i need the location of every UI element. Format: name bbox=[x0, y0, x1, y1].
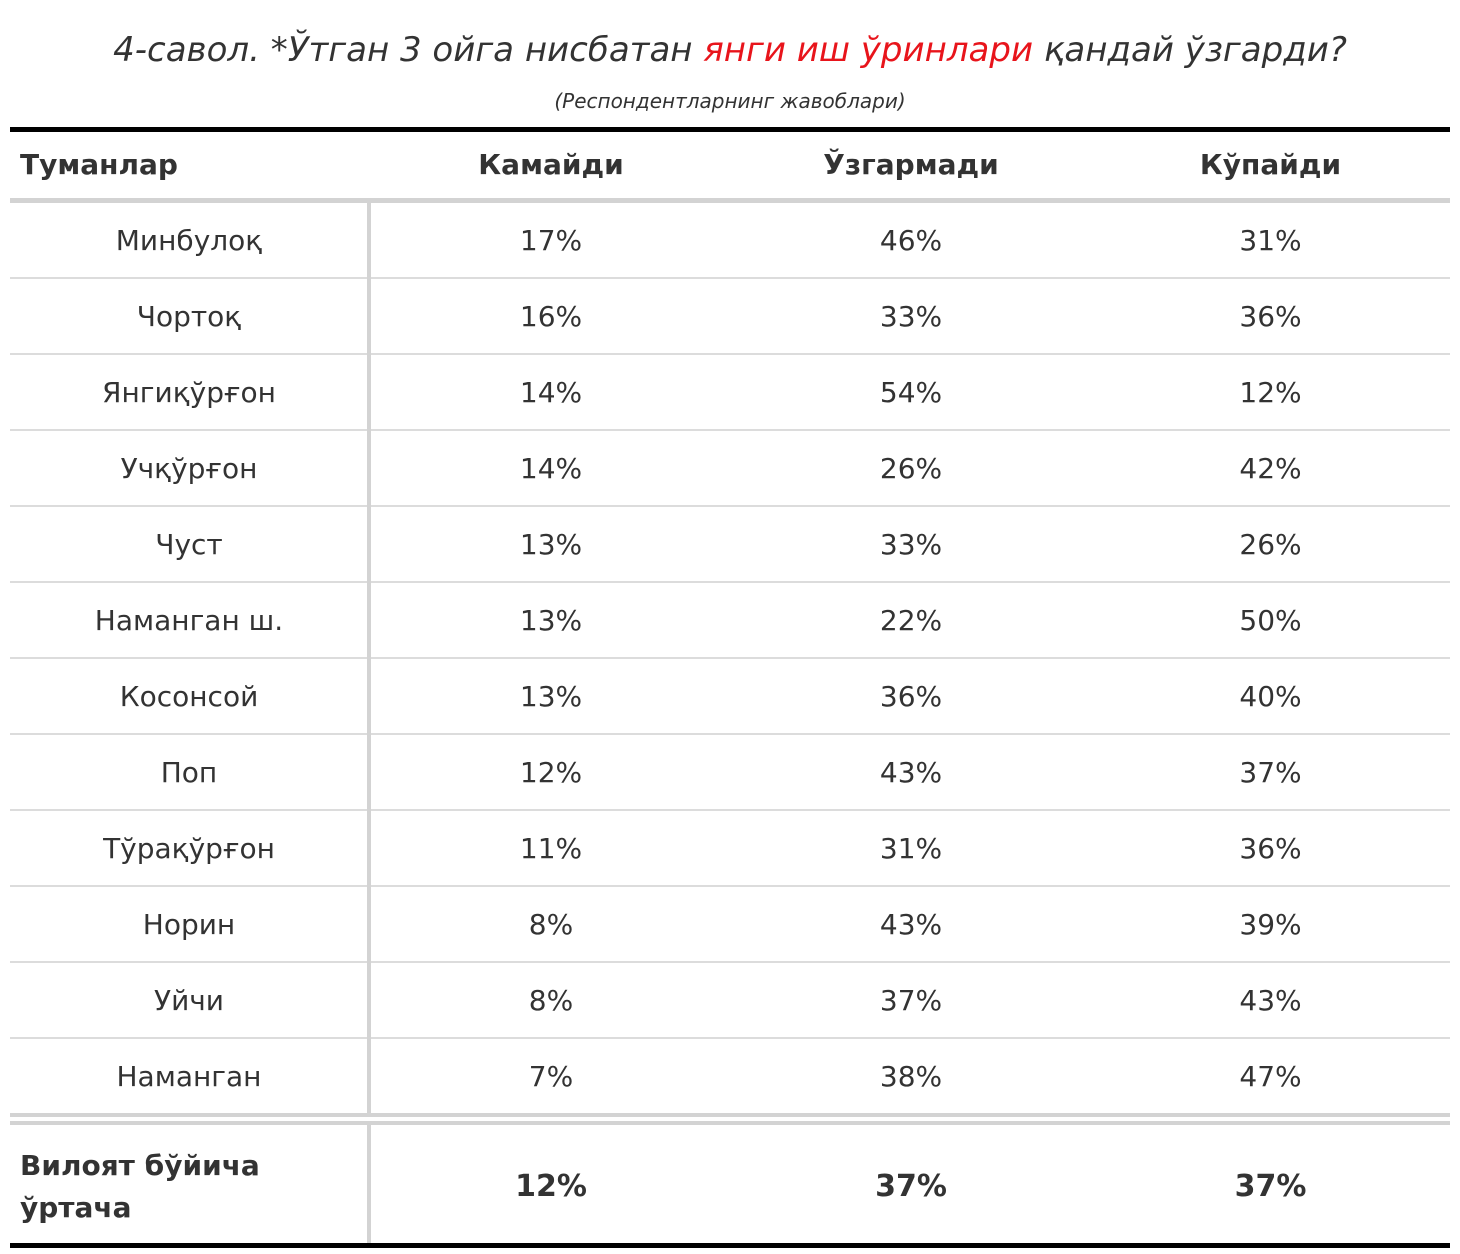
decreased-cell: 14% bbox=[519, 452, 583, 485]
total-unchanged-cell: 37% bbox=[875, 1169, 947, 1204]
table-row: Косонсой 13% 36% 40% bbox=[10, 659, 1450, 735]
decreased-cell: 14% bbox=[519, 376, 583, 409]
district-cell: Норин bbox=[142, 908, 236, 941]
column-header-decreased: Камайди bbox=[478, 148, 624, 181]
table-row: Чуст 13% 33% 26% bbox=[10, 507, 1450, 583]
table-row: Минбулоқ 17% 46% 31% bbox=[10, 203, 1450, 279]
increased-cell: 31% bbox=[1239, 224, 1302, 257]
table-row: Учқўрғон 14% 26% 42% bbox=[10, 431, 1450, 507]
table-bottom-rule bbox=[10, 1243, 1450, 1248]
district-cell: Наманган ш. bbox=[94, 604, 284, 637]
decreased-cell: 13% bbox=[519, 528, 583, 561]
chart-subtitle: (Респондентларнинг жавоблари) bbox=[554, 89, 906, 113]
row-divider bbox=[10, 505, 1450, 507]
chart-title: 4-савол. *Ўтган 3 ойга нисбатан янги иш … bbox=[0, 26, 1460, 74]
total-increased-cell: 37% bbox=[1234, 1169, 1307, 1204]
total-row-label: Вилоят бўйича ўртача bbox=[20, 1149, 260, 1224]
table-row: Янгиқўрғон 14% 54% 12% bbox=[10, 355, 1450, 431]
unchanged-cell: 37% bbox=[879, 984, 943, 1017]
column-divider-body bbox=[367, 203, 371, 1113]
increased-cell: 26% bbox=[1239, 528, 1302, 561]
district-cell: Учқўрғон bbox=[120, 452, 258, 485]
table-header-row: Туманлар Камайди Ўзгармади Кўпайди bbox=[10, 132, 1450, 198]
increased-cell: 50% bbox=[1239, 604, 1302, 637]
district-cell: Поп bbox=[160, 756, 218, 789]
row-divider bbox=[10, 809, 1450, 811]
row-divider bbox=[10, 657, 1450, 659]
row-divider bbox=[10, 353, 1450, 355]
increased-cell: 40% bbox=[1239, 680, 1302, 713]
district-cell: Чортоқ bbox=[136, 300, 242, 333]
increased-cell: 36% bbox=[1239, 300, 1302, 333]
table-row: Поп 12% 43% 37% bbox=[10, 735, 1450, 811]
column-header-increased: Кўпайди bbox=[1199, 148, 1342, 181]
table-row: Тўрақўрғон 11% 31% 36% bbox=[10, 811, 1450, 887]
unchanged-cell: 26% bbox=[879, 452, 943, 485]
unchanged-cell: 46% bbox=[879, 224, 943, 257]
title-suffix: қандай ўзгарди? bbox=[1033, 30, 1347, 70]
row-divider bbox=[10, 961, 1450, 963]
district-cell: Чуст bbox=[155, 528, 223, 561]
table-row: Уйчи 8% 37% 43% bbox=[10, 963, 1450, 1039]
increased-cell: 37% bbox=[1239, 756, 1302, 789]
decreased-cell: 17% bbox=[519, 224, 583, 257]
unchanged-cell: 38% bbox=[879, 1060, 943, 1093]
decreased-cell: 13% bbox=[519, 680, 583, 713]
unchanged-cell: 36% bbox=[879, 680, 943, 713]
unchanged-cell: 33% bbox=[879, 300, 943, 333]
decreased-cell: 8% bbox=[528, 984, 574, 1017]
decreased-cell: 11% bbox=[519, 832, 583, 865]
unchanged-cell: 33% bbox=[879, 528, 943, 561]
table-row: Наманган ш. 13% 22% 50% bbox=[10, 583, 1450, 659]
district-cell: Косонсой bbox=[119, 680, 259, 713]
decreased-cell: 13% bbox=[519, 604, 583, 637]
increased-cell: 47% bbox=[1239, 1060, 1302, 1093]
unchanged-cell: 22% bbox=[879, 604, 943, 637]
district-cell: Янгиқўрғон bbox=[102, 376, 276, 409]
unchanged-cell: 43% bbox=[879, 908, 943, 941]
total-decreased-cell: 12% bbox=[515, 1169, 587, 1204]
column-header-district: Туманлар bbox=[20, 148, 178, 181]
row-divider bbox=[10, 277, 1450, 279]
decreased-cell: 7% bbox=[528, 1060, 574, 1093]
decreased-cell: 16% bbox=[519, 300, 583, 333]
column-header-unchanged: Ўзгармади bbox=[823, 148, 999, 181]
column-divider-total bbox=[367, 1125, 371, 1243]
unchanged-cell: 43% bbox=[879, 756, 943, 789]
district-cell: Наманган bbox=[116, 1060, 262, 1093]
decreased-cell: 12% bbox=[519, 756, 583, 789]
table-row: Наманган 7% 38% 47% bbox=[10, 1039, 1450, 1115]
increased-cell: 42% bbox=[1239, 452, 1302, 485]
increased-cell: 39% bbox=[1239, 908, 1302, 941]
row-divider bbox=[10, 733, 1450, 735]
header-divider bbox=[10, 198, 1450, 203]
title-highlight: янги иш ўринлари bbox=[703, 30, 1034, 70]
increased-cell: 36% bbox=[1239, 832, 1302, 865]
increased-cell: 12% bbox=[1239, 376, 1302, 409]
table-row: Чортоқ 16% 33% 36% bbox=[10, 279, 1450, 355]
unchanged-cell: 31% bbox=[879, 832, 943, 865]
total-divider-line bbox=[10, 1113, 1450, 1117]
table-top-rule bbox=[10, 127, 1450, 132]
district-cell: Тўрақўрғон bbox=[103, 832, 275, 865]
row-divider bbox=[10, 1037, 1450, 1039]
district-cell: Минбулоқ bbox=[115, 224, 263, 257]
row-divider bbox=[10, 429, 1450, 431]
title-prefix: 4-савол. *Ўтган 3 ойга нисбатан bbox=[113, 30, 704, 70]
district-cell: Уйчи bbox=[154, 984, 224, 1017]
row-divider bbox=[10, 885, 1450, 887]
row-divider bbox=[10, 581, 1450, 583]
total-row: Вилоят бўйича ўртача 12% 37% 37% bbox=[10, 1125, 1450, 1243]
increased-cell: 43% bbox=[1239, 984, 1302, 1017]
decreased-cell: 8% bbox=[528, 908, 574, 941]
table-row: Норин 8% 43% 39% bbox=[10, 887, 1450, 963]
total-divider-line bbox=[10, 1121, 1450, 1125]
unchanged-cell: 54% bbox=[879, 376, 943, 409]
